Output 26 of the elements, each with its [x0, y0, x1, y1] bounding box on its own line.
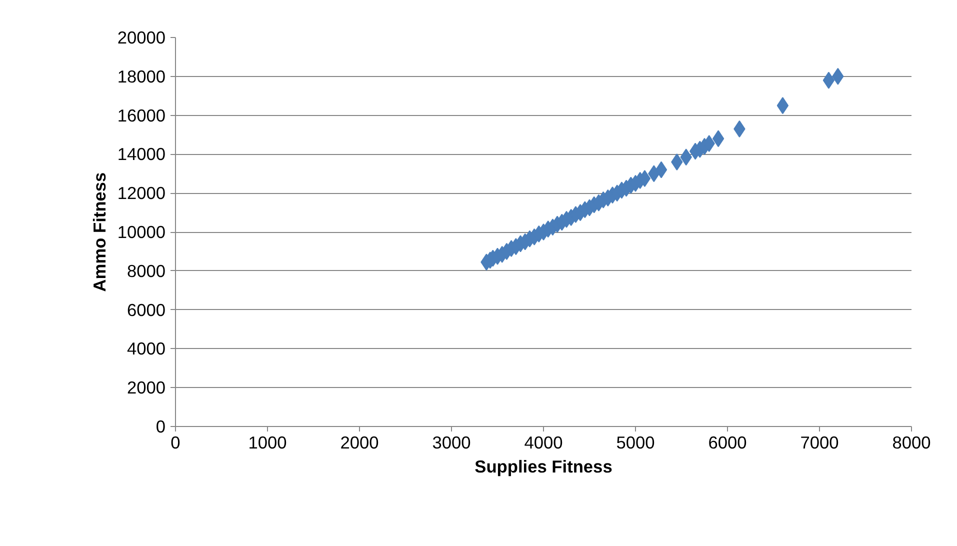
y-tick-label: 8000	[126, 260, 166, 281]
x-tick-label: 6000	[708, 432, 747, 452]
x-tick-label: 5000	[616, 432, 655, 452]
point	[776, 97, 789, 114]
x-tick-label: 4000	[524, 432, 563, 452]
y-tick-label: 14000	[117, 144, 166, 164]
y-tick-label: 6000	[126, 300, 166, 320]
x-tick-label: 3000	[432, 432, 471, 452]
y-axis-title: Ammo Fitness	[89, 172, 110, 292]
point	[712, 130, 724, 148]
y-tick-label: 4000	[126, 338, 166, 359]
x-axis-title: Supplies Fitness	[474, 456, 612, 476]
x-tick-label: 8000	[892, 432, 931, 452]
y-tick-label: 12000	[117, 183, 166, 204]
y-tick-label: 16000	[117, 105, 166, 126]
point	[655, 161, 668, 178]
y-tick-label: 2000	[126, 378, 166, 398]
y-tick-label: 10000	[117, 222, 166, 242]
x-tick-label: 2000	[340, 432, 379, 452]
x-tick-label: 0	[170, 432, 180, 452]
y-tick-label: 18000	[117, 66, 166, 86]
x-tick-label: 7000	[800, 432, 839, 452]
y-tick-label: 0	[156, 416, 166, 436]
y-tick-label: 20000	[117, 28, 166, 48]
point	[822, 72, 835, 89]
x-tick-label: 1000	[248, 432, 287, 452]
